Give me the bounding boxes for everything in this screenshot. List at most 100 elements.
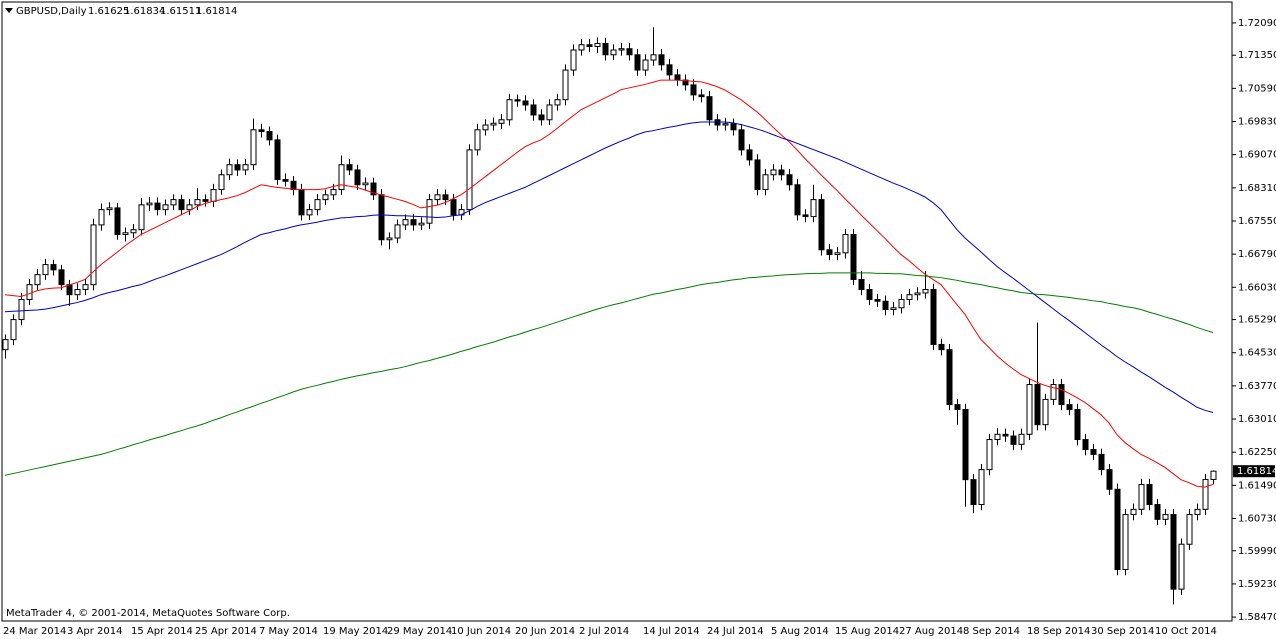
candle-body — [314, 199, 321, 211]
y-tick-label: 1.59230 — [1238, 579, 1276, 590]
candle-body — [562, 69, 569, 101]
candle-body — [778, 169, 785, 176]
candle-body — [114, 207, 121, 236]
candle-body — [402, 219, 409, 226]
candle-body — [178, 199, 185, 211]
candle-body — [618, 48, 625, 51]
candle-body — [362, 182, 369, 186]
y-tick-label: 1.69830 — [1238, 117, 1276, 128]
candle-body — [306, 209, 313, 216]
candle-body — [882, 300, 889, 311]
candle-body — [386, 237, 393, 241]
candle-body — [1186, 514, 1193, 545]
candle-body — [330, 189, 337, 196]
candle-body — [1098, 453, 1105, 471]
candle-body — [890, 307, 897, 311]
candle-body — [194, 199, 201, 206]
candle-body — [466, 149, 473, 211]
x-tick-label: 29 May 2014 — [387, 626, 452, 637]
x-tick-label: 15 Aug 2014 — [835, 626, 899, 637]
open-label: 1.61625 — [88, 6, 129, 17]
y-tick-label: 1.66790 — [1238, 249, 1276, 260]
y-tick-label: 1.69070 — [1238, 150, 1276, 161]
candle-body — [10, 319, 17, 341]
candle-body — [162, 204, 169, 211]
x-tick-label: 2 Jul 2014 — [579, 626, 629, 637]
candle-body — [418, 222, 425, 226]
x-tick-label: 15 Apr 2014 — [131, 626, 193, 637]
candle-body — [850, 234, 857, 280]
candle-body — [1106, 469, 1113, 490]
x-tick-label: 30 Sep 2014 — [1091, 626, 1154, 637]
candle-body — [1162, 514, 1169, 520]
candle-body — [426, 199, 433, 224]
candle-body — [690, 84, 697, 96]
candle-body — [1058, 384, 1065, 406]
candle-body — [98, 209, 105, 226]
close-label: 1.61814 — [196, 6, 237, 17]
candle-body — [1146, 483, 1153, 506]
candle-body — [146, 202, 153, 206]
candle-body — [514, 99, 521, 102]
candle-body — [914, 292, 921, 296]
candle-body — [298, 189, 305, 216]
candle-body — [226, 164, 233, 176]
x-tick-label: 18 Sep 2014 — [1027, 626, 1090, 637]
candle-body — [122, 232, 129, 236]
high-label: 1.61834 — [124, 6, 165, 17]
candle-body — [170, 199, 177, 206]
candle-body — [1090, 449, 1097, 455]
menu-arrow — [5, 8, 13, 13]
x-tick-label: 5 Aug 2014 — [771, 626, 829, 637]
candle-body — [1018, 433, 1025, 445]
x-tick-label: 3 Apr 2014 — [67, 626, 122, 637]
candle-body — [906, 294, 913, 301]
candle-body — [818, 199, 825, 251]
candle-body — [1202, 478, 1209, 510]
y-tick-label: 1.70590 — [1238, 83, 1276, 94]
candle-body — [994, 433, 1001, 441]
y-tick-label: 1.61490 — [1238, 480, 1276, 491]
candle-body — [90, 224, 97, 286]
candle-body — [834, 252, 841, 256]
candle-body — [858, 278, 865, 290]
candle-body — [802, 214, 809, 218]
candle-body — [322, 194, 329, 201]
candle-body — [442, 194, 449, 201]
candle-body — [874, 299, 881, 302]
candle-body — [42, 264, 49, 276]
candle-body — [1002, 433, 1009, 437]
candle-body — [522, 100, 529, 106]
y-tick-label: 1.60730 — [1238, 513, 1276, 524]
low-label: 1.61511 — [160, 6, 201, 17]
candle-body — [978, 469, 985, 506]
candle-body — [410, 219, 417, 226]
y-tick-label: 1.62250 — [1238, 447, 1276, 458]
y-tick-label: 1.65290 — [1238, 315, 1276, 326]
candle-body — [1042, 398, 1049, 426]
candle-body — [1130, 508, 1137, 516]
candle-body — [1114, 488, 1121, 571]
y-tick-label: 1.63770 — [1238, 381, 1276, 392]
copyright: MetaTrader 4, © 2001-2014, MetaQuotes So… — [6, 608, 290, 619]
candle-body — [58, 269, 65, 286]
candle-body — [218, 174, 225, 191]
candle-body — [450, 199, 457, 216]
candle-body — [626, 48, 633, 56]
candle-body — [786, 174, 793, 186]
candle-body — [26, 284, 33, 301]
y-tick-label: 1.68310 — [1238, 183, 1276, 194]
x-tick-label: 10 Oct 2014 — [1155, 626, 1217, 637]
candle-body — [570, 49, 577, 71]
candle-body — [794, 184, 801, 216]
candle-body — [666, 64, 673, 76]
candle-body — [674, 74, 681, 81]
candle-body — [762, 174, 769, 191]
candle-body — [66, 284, 73, 296]
candle-body — [82, 284, 89, 290]
candle-body — [706, 96, 713, 121]
candle-body — [746, 149, 753, 161]
candle-body — [594, 42, 601, 47]
candle-body — [970, 479, 977, 506]
candle-body — [1154, 504, 1161, 520]
